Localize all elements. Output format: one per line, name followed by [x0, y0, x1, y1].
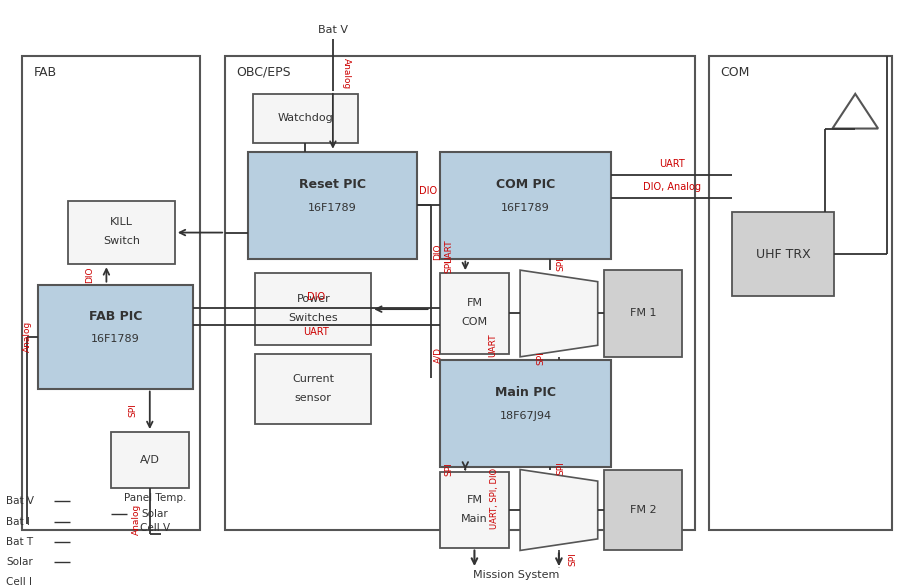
Polygon shape: [520, 470, 598, 550]
Text: Solar: Solar: [6, 557, 33, 567]
Bar: [248, 152, 417, 259]
Text: FM 2: FM 2: [629, 505, 656, 515]
Text: sensor: sensor: [295, 393, 332, 403]
Text: 16F1789: 16F1789: [308, 203, 357, 213]
Bar: [256, 273, 371, 345]
Text: Bat V: Bat V: [318, 25, 348, 35]
Text: SPI: SPI: [129, 403, 137, 417]
Text: FAB: FAB: [33, 66, 57, 79]
Text: FAB PIC: FAB PIC: [89, 310, 142, 323]
Bar: [440, 360, 611, 467]
Text: KILL: KILL: [110, 217, 133, 227]
Text: 18F67J94: 18F67J94: [499, 411, 551, 421]
Text: DIO: DIO: [433, 243, 442, 260]
Text: Power: Power: [297, 294, 330, 304]
Text: Analog: Analog: [342, 58, 351, 89]
Text: Analog: Analog: [132, 503, 140, 535]
Text: COM PIC: COM PIC: [496, 178, 555, 191]
Text: Main: Main: [461, 514, 488, 524]
Text: Analog: Analog: [23, 321, 31, 352]
Text: UART: UART: [303, 327, 330, 337]
Text: UART: UART: [659, 159, 684, 169]
Text: FM: FM: [466, 298, 483, 308]
Text: Bat I: Bat I: [6, 516, 30, 526]
Bar: [22, 56, 201, 530]
Text: Switches: Switches: [289, 313, 338, 323]
Text: DIO: DIO: [85, 266, 94, 283]
Text: 16F1789: 16F1789: [501, 203, 550, 213]
Text: Panel Temp.: Panel Temp.: [124, 493, 186, 503]
Bar: [440, 273, 509, 354]
Text: Current: Current: [292, 374, 334, 384]
Text: 16F1789: 16F1789: [92, 335, 140, 345]
Text: DIO: DIO: [308, 292, 325, 302]
Bar: [111, 432, 189, 488]
Bar: [253, 94, 357, 143]
Text: Bat V: Bat V: [6, 496, 34, 506]
Text: A/D: A/D: [140, 455, 159, 465]
Text: DIO, Analog: DIO, Analog: [643, 182, 701, 192]
Text: UHF TRX: UHF TRX: [756, 248, 811, 260]
Text: Solar: Solar: [141, 509, 169, 519]
Text: Main PIC: Main PIC: [495, 386, 556, 399]
Text: FM 1: FM 1: [629, 309, 656, 319]
Text: DIO: DIO: [420, 186, 437, 196]
Polygon shape: [520, 270, 598, 357]
Text: A/D: A/D: [433, 347, 442, 363]
Text: UART: UART: [444, 239, 453, 263]
Text: Reset PIC: Reset PIC: [299, 178, 365, 191]
Text: Cell V: Cell V: [140, 523, 169, 533]
Text: Cell I: Cell I: [6, 577, 32, 587]
Text: OBC/EPS: OBC/EPS: [236, 66, 290, 79]
Bar: [38, 285, 193, 389]
Bar: [440, 152, 611, 259]
Bar: [256, 354, 371, 425]
Text: SPI: SPI: [536, 352, 545, 365]
Text: SPI: SPI: [444, 463, 453, 476]
Text: SPI: SPI: [568, 552, 577, 566]
Text: SPI: SPI: [556, 461, 565, 475]
Text: UART: UART: [488, 333, 497, 357]
Text: Mission System: Mission System: [474, 570, 560, 580]
Bar: [709, 56, 892, 530]
Text: Watchdog: Watchdog: [278, 113, 333, 123]
Text: Switch: Switch: [103, 236, 140, 246]
Text: SPI: SPI: [556, 258, 565, 271]
Bar: [440, 472, 509, 547]
Bar: [225, 56, 695, 530]
Text: UART, SPI, DIO: UART, SPI, DIO: [490, 468, 499, 529]
Bar: [68, 201, 175, 265]
Text: COM: COM: [720, 66, 749, 79]
Text: COM: COM: [462, 317, 487, 327]
Text: Bat T: Bat T: [6, 537, 33, 547]
Text: SPI: SPI: [444, 259, 453, 273]
Bar: [605, 470, 682, 550]
Text: FM: FM: [466, 495, 483, 505]
Bar: [605, 270, 682, 357]
Bar: [732, 212, 834, 296]
